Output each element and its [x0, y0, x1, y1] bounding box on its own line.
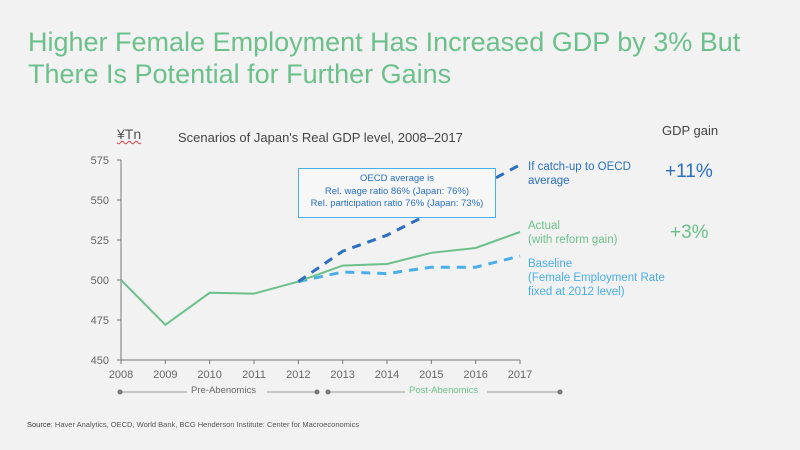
y-tick-label: 575	[91, 155, 109, 167]
series-label-oecd: If catch-up to OECD average	[528, 160, 631, 188]
slide-title: Higher Female Employment Has Increased G…	[28, 27, 741, 89]
source-text: : Haver Analytics, OECD, World Bank, BCG…	[50, 420, 360, 429]
x-tick-label: 2016	[463, 369, 487, 381]
x-tick-label: 2010	[197, 369, 221, 381]
label-line: Baseline	[528, 258, 573, 270]
x-tick-label: 2015	[419, 369, 443, 381]
label-line: (with reform gain)	[528, 234, 618, 246]
period-marker	[557, 389, 563, 395]
period-pre-abenomics: Pre-Abenomics	[191, 385, 256, 396]
gdp-gain-header: GDP gain	[662, 123, 719, 138]
label-line: Actual	[528, 220, 560, 232]
label-line: (Female Employment Rate	[528, 272, 665, 284]
oecd-annotation-box: OECD average is Rel. wage ratio 86% (Jap…	[298, 168, 496, 218]
series-label-baseline: Baseline (Female Employment Rate fixed a…	[528, 257, 665, 299]
y-tick-label: 500	[91, 275, 109, 287]
annotation-line: OECD average is	[360, 173, 434, 184]
y-axis-unit: ¥Tn	[117, 126, 142, 142]
series-line-baseline	[298, 254, 521, 284]
label-line: If catch-up to OECD	[528, 161, 631, 173]
x-tick-label: 2013	[330, 369, 354, 381]
period-marker	[314, 389, 320, 395]
gain-oecd: +11%	[665, 161, 713, 182]
chart-title: Scenarios of Japan's Real GDP level, 200…	[178, 130, 463, 145]
x-tick-label: 2014	[375, 369, 399, 381]
period-marker	[325, 389, 331, 395]
y-tick-label: 475	[91, 315, 109, 327]
label-line: average	[528, 175, 570, 187]
source-label: Source	[27, 420, 51, 429]
y-tick-label: 525	[91, 235, 109, 247]
source-note: Source: Haver Analytics, OECD, World Ban…	[27, 420, 359, 429]
period-post-abenomics: Post-Abenomics	[409, 385, 479, 396]
annotation-line: Rel. participation ratio 76% (Japan: 73%…	[310, 198, 484, 209]
annotation-line: Rel. wage ratio 86% (Japan: 76%)	[324, 185, 470, 197]
period-marker	[117, 389, 123, 395]
x-tick-label: 2017	[508, 369, 532, 381]
x-tick-label: 2012	[286, 369, 310, 381]
series-label-actual: Actual (with reform gain)	[528, 219, 617, 247]
x-tick-label: 2009	[153, 369, 177, 381]
y-tick-label: 450	[91, 355, 109, 367]
y-tick-label: 550	[91, 195, 109, 207]
x-tick-label: 2008	[109, 369, 133, 381]
x-tick-label: 2011	[242, 369, 266, 381]
label-line: fixed at 2012 level)	[528, 286, 625, 298]
gain-actual: +3%	[670, 222, 709, 243]
series-line-actual	[120, 231, 521, 327]
